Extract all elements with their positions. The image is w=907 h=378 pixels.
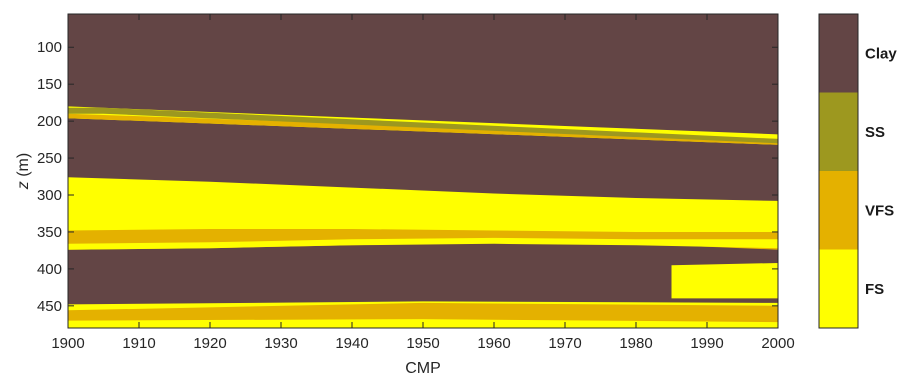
y-axis: 100 150 200 250 300 350 400 450 <box>37 39 778 315</box>
x-tick-label: 1930 <box>264 335 297 352</box>
y-tick-label: 350 <box>37 224 62 241</box>
colorbar-swatch-clay <box>819 14 858 93</box>
y-axis-title-unit: (m) <box>15 153 32 181</box>
y-tick-label: 250 <box>37 150 62 167</box>
y-tick-label: 150 <box>37 76 62 93</box>
x-tick-label: 1950 <box>406 335 439 352</box>
colorbar-label-vfs: VFS <box>865 202 894 219</box>
layer-vfs-8 <box>68 302 778 323</box>
colorbar-swatch-vfs <box>819 171 858 250</box>
y-tick-label: 300 <box>37 187 62 204</box>
plot-area <box>67 13 779 329</box>
colorbar: Clay SS VFS FS <box>818 13 897 329</box>
colorbar-label-fs: FS <box>865 281 884 298</box>
y-tick-label: 200 <box>37 113 62 130</box>
colorbar-swatch-ss <box>819 92 858 171</box>
x-tick-label: 1920 <box>193 335 226 352</box>
layer-ss-2 <box>68 107 778 144</box>
x-tick-label: 1910 <box>122 335 155 352</box>
layer-fs-6 <box>671 263 778 299</box>
x-tick-label: 1900 <box>51 335 84 352</box>
colorbar-swatch-fs <box>819 249 858 328</box>
colorbar-frame <box>818 13 859 329</box>
y-axis-title: z (m) <box>15 153 32 190</box>
y-axis-title-italic: z <box>15 181 32 190</box>
y-tick-label: 450 <box>37 298 62 315</box>
y-tick-label: 100 <box>37 39 62 56</box>
layer-vfs-1 <box>68 113 778 145</box>
x-axis-title: CMP <box>405 360 441 377</box>
x-tick-label: 1970 <box>548 335 581 352</box>
colorbar-label-ss: SS <box>865 124 885 141</box>
x-tick-label: 1990 <box>690 335 723 352</box>
colorbar-label-clay: Clay <box>865 45 897 62</box>
x-tick-label: 2000 <box>761 335 794 352</box>
x-tick-label: 1980 <box>619 335 652 352</box>
layer-fs-5 <box>68 237 778 250</box>
x-axis: 1900 1910 1920 1930 1940 1950 1960 1970 1980 1990… <box>51 14 795 352</box>
y-tick-label: 400 <box>37 261 62 278</box>
plot-background <box>68 14 778 328</box>
x-tick-label: 1960 <box>477 335 510 352</box>
x-tick-label: 1940 <box>335 335 368 352</box>
facies-layers <box>68 106 778 328</box>
